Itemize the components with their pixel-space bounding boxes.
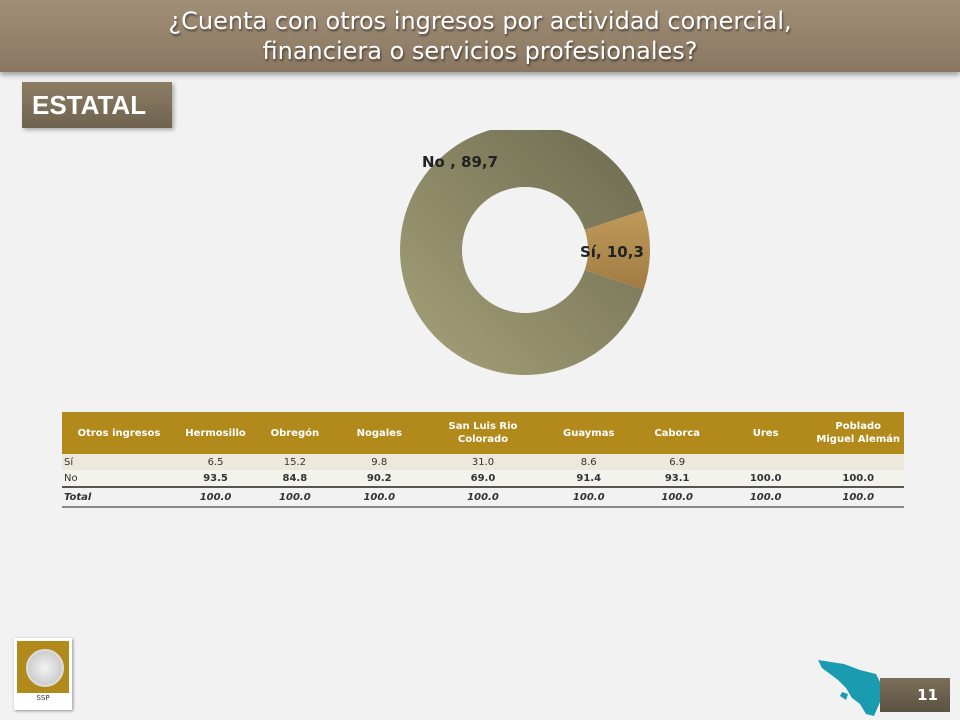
table-cell: 100.0 (255, 487, 335, 508)
slide-title-line-2: financiera o servicios profesionales? (262, 37, 698, 65)
column-header: San Luis Rio Colorado (424, 412, 542, 454)
slide-title-line-1: ¿Cuenta con otros ingresos por actividad… (168, 7, 792, 35)
table-cell: 93.5 (175, 470, 256, 488)
table-cell: 100.0 (812, 470, 904, 488)
sonora-map-icon (818, 660, 882, 716)
region-badge: ESTATAL (22, 82, 172, 128)
table-cell: 84.8 (255, 470, 335, 488)
column-header: Otros ingresos (62, 412, 176, 454)
column-header: Hermosillo (175, 412, 256, 454)
column-header: Nogales (334, 412, 424, 454)
table-cell: No (62, 470, 176, 488)
page-number: 11 (880, 678, 950, 712)
table-cell: 100.0 (812, 487, 904, 508)
table-cell (718, 454, 813, 470)
logo-text: SSP (36, 694, 50, 702)
table-cell: 69.0 (424, 470, 542, 488)
table-cell: 6.9 (635, 454, 719, 470)
table-cell: Sí (62, 454, 176, 470)
column-header: Caborca (635, 412, 719, 454)
column-header: Guaymas (541, 412, 636, 454)
title-bar: ¿Cuenta con otros ingresos por actividad… (0, 0, 960, 72)
table-cell: 100.0 (334, 487, 424, 508)
table-cell: Total (62, 487, 176, 508)
table-total-row: Total 100.0 100.0 100.0 100.0 100.0 100.… (62, 487, 904, 508)
table-cell: 100.0 (718, 470, 813, 488)
table-cell (812, 454, 904, 470)
data-table: Otros ingresos Hermosillo Obregón Nogale… (62, 412, 904, 508)
slice-si (584, 210, 650, 290)
table-row: Sí 6.5 15.2 9.8 31.0 8.6 6.9 (62, 454, 904, 470)
table-cell: 6.5 (175, 454, 256, 470)
column-header: Ures (718, 412, 813, 454)
slice-si-label: Sí, 10,3 (580, 243, 644, 261)
logo-emblem (17, 641, 69, 693)
table-cell: 31.0 (424, 454, 542, 470)
table-cell: 15.2 (255, 454, 335, 470)
table-cell: 100.0 (635, 487, 719, 508)
column-header: Obregón (255, 412, 335, 454)
table-cell: 100.0 (175, 487, 256, 508)
seal-icon (26, 649, 64, 687)
table-cell: 90.2 (334, 470, 424, 488)
table-cell: 8.6 (541, 454, 636, 470)
donut-chart: No , 89,7 Sí, 10,3 (400, 130, 650, 375)
table-cell: 91.4 (541, 470, 636, 488)
slice-no-label: No , 89,7 (422, 153, 498, 171)
table-cell: 9.8 (334, 454, 424, 470)
slice-no (400, 130, 644, 375)
table-cell: 100.0 (541, 487, 636, 508)
table-row: No 93.5 84.8 90.2 69.0 91.4 93.1 100.0 1… (62, 470, 904, 488)
table-header-row: Otros ingresos Hermosillo Obregón Nogale… (62, 412, 904, 454)
ssp-logo: SSP (14, 638, 72, 710)
table-cell: 93.1 (635, 470, 719, 488)
table-cell: 100.0 (718, 487, 813, 508)
column-header: Poblado Miguel Alemán (812, 412, 904, 454)
table-cell: 100.0 (424, 487, 542, 508)
